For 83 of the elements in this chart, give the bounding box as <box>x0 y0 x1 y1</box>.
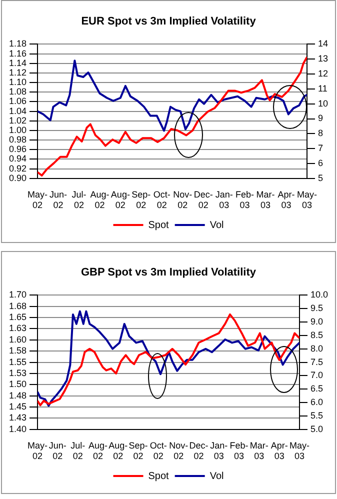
y-tick-label: 1.06 <box>8 96 27 106</box>
x-tick-label: Nov-02 <box>173 189 192 210</box>
x-tick-label: Mar-03 <box>250 440 268 462</box>
y-tick-label: 1.04 <box>8 106 27 116</box>
y-tick-label: 1.65 <box>8 312 27 322</box>
y-tick-label: 1.12 <box>8 67 27 78</box>
x-tick-label: Sep-02 <box>128 440 148 462</box>
y2-tick-label: 5.0 <box>310 424 323 434</box>
y2-tick-label: 11 <box>318 83 328 94</box>
y-tick-label: 0.90 <box>8 172 27 183</box>
y-tick-label: 1.14 <box>8 58 27 68</box>
y-tick-label: 1.60 <box>8 334 27 344</box>
x-tick-label: Apr-03 <box>270 440 288 462</box>
y2-tick-label: 10 <box>318 98 328 108</box>
y2-tick-label: 6.5 <box>310 384 323 394</box>
legend-label: Spot <box>148 470 170 482</box>
legend-label: Spot <box>148 220 170 231</box>
x-tick-label: Oct-02 <box>150 440 167 462</box>
y-tick-label: 1.18 <box>8 38 27 49</box>
y-tick-label: 0.94 <box>8 154 27 164</box>
x-tick-label: Jun-02 <box>48 440 66 462</box>
y-tick-label: 0.92 <box>8 163 27 174</box>
x-tick-label: May-02 <box>28 189 48 210</box>
y-tick-label: 1.10 <box>8 77 27 88</box>
y-tick-label: 1.43 <box>8 412 27 423</box>
x-tick-label: Jul-02 <box>72 189 86 210</box>
y2-tick-label: 9.0 <box>310 316 323 327</box>
y-tick-label: 1.68 <box>8 300 27 311</box>
y2-tick-label: 9 <box>318 113 324 124</box>
x-tick-label: Jul-02 <box>70 440 86 462</box>
y-tick-label: 1.53 <box>8 368 27 378</box>
x-tick-label: May-03 <box>296 189 317 210</box>
y-tick-label: 1.70 <box>8 290 27 300</box>
x-tick-label: Feb-03 <box>236 189 254 210</box>
y2-tick-label: 13 <box>318 54 328 64</box>
x-tick-label: Dec-02 <box>189 440 208 462</box>
y2-tick-label: 6 <box>318 158 324 168</box>
x-tick-label: Aug-02 <box>108 440 128 462</box>
y-tick-label: 0.96 <box>8 144 27 154</box>
x-tick-label: May-02 <box>28 440 48 462</box>
y-tick-label: 1.00 <box>8 124 27 135</box>
chart-title: EUR Spot vs 3m Implied Volatility <box>81 16 257 28</box>
y-tick-label: 1.63 <box>8 323 27 334</box>
y-tick-label: 1.45 <box>8 402 27 412</box>
y-tick-label: 0.98 <box>8 134 27 145</box>
x-tick-label: Nov-02 <box>169 440 188 462</box>
y2-tick-label: 12 <box>318 68 328 79</box>
y-tick-label: 1.08 <box>8 86 27 97</box>
x-tick-label: Sep-02 <box>132 189 151 210</box>
y-tick-label: 1.02 <box>8 115 27 126</box>
x-tick-label: May-03 <box>289 440 310 462</box>
chart-title: GBP Spot vs 3m Implied Volatility <box>80 266 257 279</box>
y-tick-label: 1.50 <box>8 379 27 390</box>
y2-tick-label: 5.5 <box>310 410 323 420</box>
y2-tick-label: 7 <box>318 143 324 154</box>
y2-tick-label: 14 <box>318 38 328 49</box>
x-tick-label: Aug-02 <box>88 440 108 462</box>
y2-tick-label: 10.0 <box>310 290 328 300</box>
y-tick-label: 1.55 <box>8 356 27 367</box>
y2-tick-label: 8 <box>318 128 324 138</box>
y-tick-label: 1.16 <box>8 48 27 58</box>
legend-label: Vol <box>210 470 224 482</box>
y2-tick-label: 9.5 <box>310 303 323 314</box>
x-tick-label: Aug-02 <box>110 189 130 210</box>
x-tick-label: Mar-03 <box>256 189 275 210</box>
y-tick-label: 1.58 <box>8 346 27 356</box>
y2-tick-label: 5 <box>318 172 324 183</box>
x-tick-label: Jan-03 <box>210 440 228 462</box>
x-tick-label: Oct-02 <box>153 189 170 210</box>
x-tick-label: Jan-03 <box>215 189 233 210</box>
x-tick-label: Apr-03 <box>278 189 295 210</box>
y-tick-label: 1.48 <box>8 390 27 400</box>
y2-tick-label: 8.5 <box>310 330 323 340</box>
y2-tick-label: 7.5 <box>310 356 323 367</box>
x-tick-label: Jun-02 <box>49 189 68 210</box>
y2-tick-label: 6.0 <box>310 397 323 408</box>
legend-label: Vol <box>210 220 224 231</box>
x-tick-label: Aug-02 <box>90 189 110 210</box>
y2-tick-label: 7.0 <box>310 370 323 380</box>
y2-tick-label: 8.0 <box>310 343 323 354</box>
y-tick-label: 1.40 <box>8 424 27 434</box>
x-tick-label: Dec-02 <box>194 189 213 210</box>
x-tick-label: Feb-03 <box>230 440 248 462</box>
